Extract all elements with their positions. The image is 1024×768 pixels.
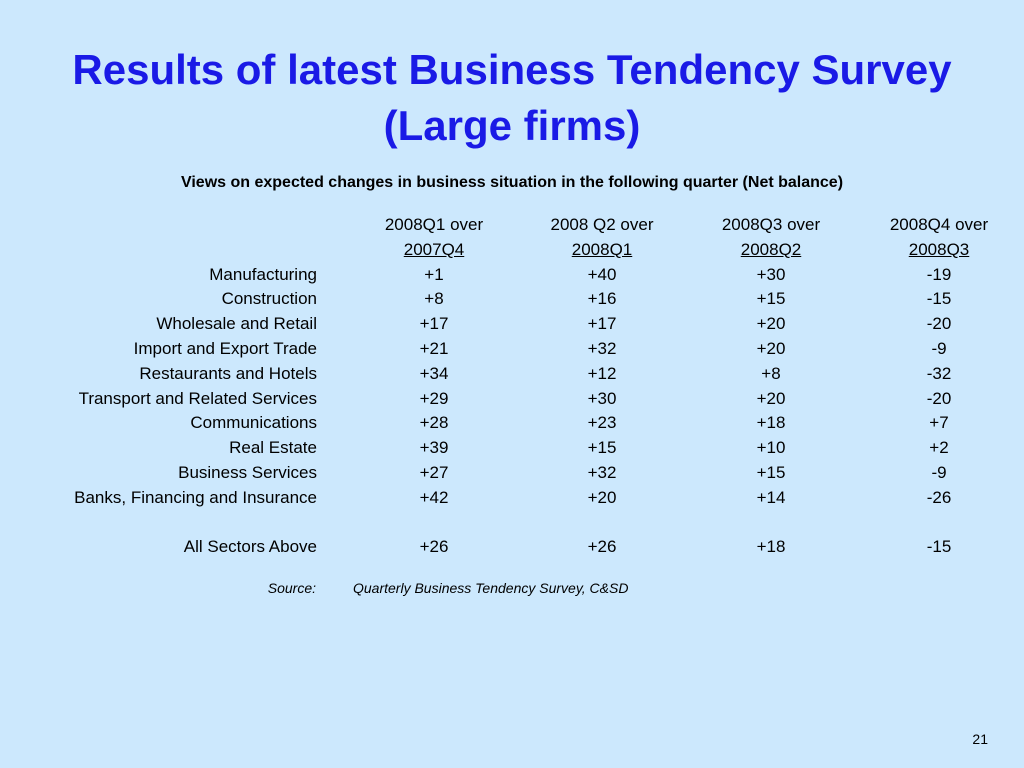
table-row: Construction +8 +16 +15 -15 (0, 287, 1024, 312)
table-cell: +20 (756, 338, 786, 358)
row-label: All Sectors Above (183, 537, 317, 557)
row-label: Import and Export Trade (133, 338, 317, 358)
table-cell: -26 (926, 487, 952, 507)
table-row: Real Estate +39 +15 +10 +2 (0, 436, 1024, 461)
row-label: Wholesale and Retail (156, 314, 317, 334)
table-row: Restaurants and Hotels +34 +12 +8 -32 (0, 362, 1024, 387)
page-number: 21 (972, 731, 988, 747)
column-header: 2008Q3 over (721, 215, 821, 234)
slide-title: Results of latest Business Tendency Surv… (0, 42, 1024, 154)
row-label: Communications (190, 413, 317, 433)
table-cell: +17 (587, 314, 617, 334)
table-cell: +20 (587, 487, 617, 507)
table-cell: +17 (419, 314, 449, 334)
table-cell: +34 (419, 363, 449, 383)
table-cell: +8 (424, 289, 444, 309)
table-cell: +20 (756, 388, 786, 408)
table-cell: -15 (926, 289, 952, 309)
header-row-1: 2008Q1 over 2008 Q2 over 2008Q3 over 200… (0, 213, 1024, 238)
table-cell: +10 (756, 438, 786, 458)
total-row: All Sectors Above +26 +26 +18 -15 (0, 535, 1024, 560)
table-caption: Views on expected changes in business si… (180, 174, 844, 191)
row-label: Manufacturing (209, 264, 317, 284)
column-header: 2008Q4 over (889, 215, 989, 234)
title-line-2: (Large firms) (383, 102, 641, 149)
row-label: Restaurants and Hotels (139, 363, 317, 383)
table-cell: +39 (419, 438, 449, 458)
header-row-2: 2007Q4 2008Q1 2008Q2 2008Q3 (0, 238, 1024, 263)
table-cell: -32 (926, 363, 952, 383)
table-cell: +7 (929, 413, 949, 433)
table-cell: +15 (756, 289, 786, 309)
table-cell: +1 (424, 264, 444, 284)
source-label: Source: (267, 580, 316, 596)
column-header: 2008Q1 (571, 239, 633, 259)
row-label: Real Estate (229, 438, 317, 458)
table-cell: -9 (931, 338, 947, 358)
table-row: Manufacturing +1 +40 +30 -19 (0, 263, 1024, 288)
table-cell: +40 (587, 264, 617, 284)
table-cell: +20 (756, 314, 786, 334)
table-cell: +15 (587, 438, 617, 458)
table-row: Communications +28 +23 +18 +7 (0, 411, 1024, 436)
column-header: 2008Q1 over (384, 215, 484, 234)
column-header: 2008 Q2 over (550, 215, 654, 234)
table-cell: +12 (587, 363, 617, 383)
table-cell: +8 (761, 363, 781, 383)
table-cell: +29 (419, 388, 449, 408)
column-header: 2007Q4 (403, 239, 465, 259)
table-cell: +30 (756, 264, 786, 284)
table-row: Transport and Related Services +29 +30 +… (0, 387, 1024, 412)
table-row: Wholesale and Retail +17 +17 +20 -20 (0, 312, 1024, 337)
row-label: Business Services (178, 462, 317, 482)
table-cell: -19 (926, 264, 952, 284)
table-row: Import and Export Trade +21 +32 +20 -9 (0, 337, 1024, 362)
table-cell: -20 (926, 388, 952, 408)
table-cell: +18 (756, 537, 786, 557)
table-cell: +15 (756, 462, 786, 482)
table-cell: +16 (587, 289, 617, 309)
table-cell: +42 (419, 487, 449, 507)
table-cell: +27 (419, 462, 449, 482)
source-text: Quarterly Business Tendency Survey, C&SD (353, 580, 629, 596)
table-cell: -20 (926, 314, 952, 334)
table-cell: +32 (587, 338, 617, 358)
column-header: 2008Q3 (908, 239, 970, 259)
survey-table: 2008Q1 over 2008 Q2 over 2008Q3 over 200… (0, 213, 1024, 560)
table-cell: +26 (587, 537, 617, 557)
row-label: Transport and Related Services (78, 388, 317, 408)
table-cell: +14 (756, 487, 786, 507)
table-cell: +30 (587, 388, 617, 408)
column-header: 2008Q2 (740, 239, 802, 259)
table-cell: -9 (931, 462, 947, 482)
table-cell: +23 (587, 413, 617, 433)
title-line-1: Results of latest Business Tendency Surv… (72, 46, 952, 93)
table-cell: +26 (419, 537, 449, 557)
table-row: Banks, Financing and Insurance +42 +20 +… (0, 486, 1024, 511)
table-cell: +18 (756, 413, 786, 433)
table-cell: +2 (929, 438, 949, 458)
table-cell: +32 (587, 462, 617, 482)
table-row: Business Services +27 +32 +15 -9 (0, 461, 1024, 486)
table-cell: -15 (926, 537, 952, 557)
row-label: Banks, Financing and Insurance (74, 487, 317, 507)
table-cell: +28 (419, 413, 449, 433)
table-cell: +21 (419, 338, 449, 358)
row-label: Construction (221, 289, 317, 309)
